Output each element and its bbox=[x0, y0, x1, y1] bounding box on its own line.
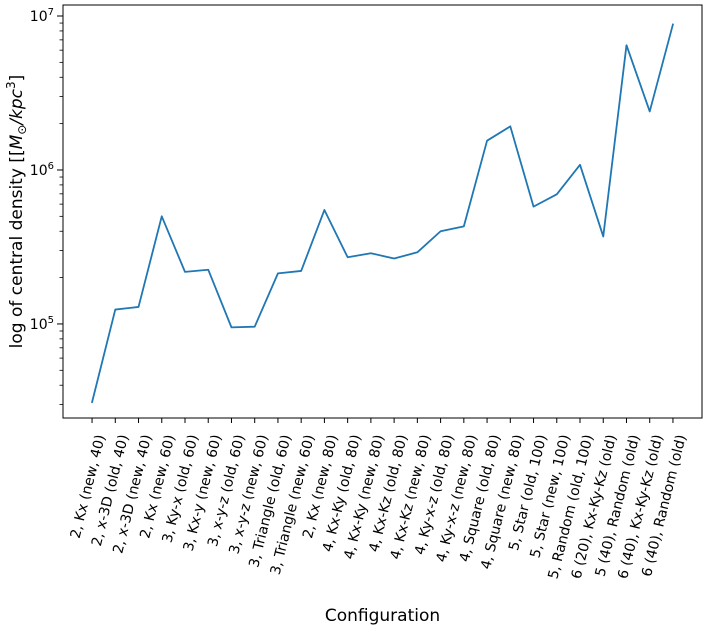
x-axis-label: Configuration bbox=[325, 606, 440, 626]
plot-frame bbox=[62, 4, 703, 419]
y-tick-label: 107 bbox=[30, 7, 54, 25]
y-tick-label: 105 bbox=[30, 315, 54, 333]
y-tick-label: 106 bbox=[30, 161, 54, 179]
y-axis-label: log of central density [[M⊙/kpc3] bbox=[4, 75, 29, 349]
data-line bbox=[91, 23, 674, 404]
